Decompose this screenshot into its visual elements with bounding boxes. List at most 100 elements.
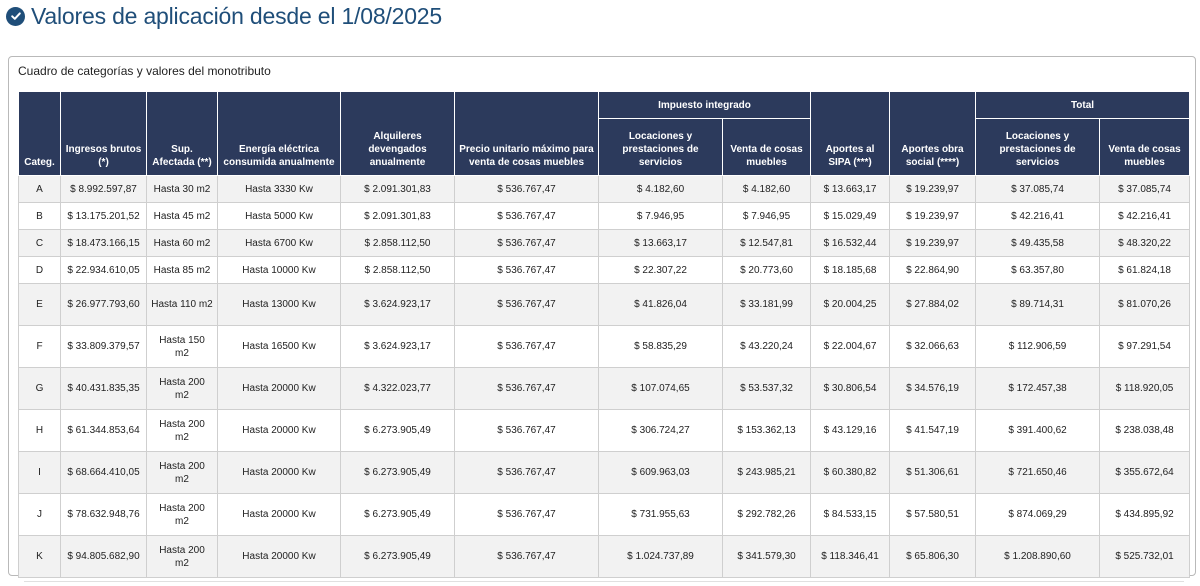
cell-energia: Hasta 5000 Kw: [217, 202, 341, 230]
cell-precio: $ 536.767,47: [454, 229, 599, 257]
cell-alquileres: $ 3.624.923,17: [340, 283, 455, 326]
page-title: Valores de aplicación desde el 1/08/2025: [31, 2, 442, 29]
cell-tot-venta: $ 61.824,18: [1099, 256, 1191, 284]
cell-obra-social: $ 57.580,51: [889, 493, 977, 536]
cell-sipa: $ 16.532,44: [810, 229, 891, 257]
cell-sipa: $ 43.129,16: [810, 409, 891, 452]
cell-categoria: J: [18, 493, 61, 536]
cell-precio: $ 536.767,47: [454, 493, 599, 536]
cell-tot-locaciones: $ 721.650,46: [975, 451, 1101, 494]
monotributo-table: Categ. Ingresos brutos (*) Sup. Afectada…: [18, 91, 1191, 578]
cell-precio: $ 536.767,47: [454, 202, 599, 230]
cell-alquileres: $ 4.322.023,77: [340, 367, 455, 410]
cell-obra-social: $ 27.884,02: [889, 283, 977, 326]
cell-energia: Hasta 20000 Kw: [217, 493, 341, 536]
table-row: D $ 22.934.610,05 Hasta 85 m2 Hasta 10000 K…: [18, 256, 1191, 284]
cell-alquileres: $ 2.091.301,83: [340, 202, 455, 230]
cell-imp-venta: $ 53.537,32: [721, 367, 812, 410]
cell-imp-locaciones: $ 7.946,95: [598, 202, 723, 230]
cell-energia: Hasta 20000 Kw: [217, 535, 341, 578]
cell-imp-venta: $ 292.782,26: [721, 493, 812, 536]
cell-alquileres: $ 6.273.905,49: [340, 451, 455, 494]
cell-categoria: D: [18, 256, 61, 284]
table-row: J $ 78.632.948,76 Hasta 200 m2 Hasta 20000 …: [18, 493, 1191, 536]
cell-imp-locaciones: $ 1.024.737,89: [598, 535, 723, 578]
cell-imp-venta: $ 20.773,60: [721, 256, 812, 284]
cell-superficie: Hasta 200 m2: [146, 535, 218, 578]
cell-tot-locaciones: $ 89.714,31: [975, 283, 1101, 326]
cell-obra-social: $ 51.306,61: [889, 451, 977, 494]
cell-sipa: $ 84.533,15: [810, 493, 891, 536]
cell-categoria: G: [18, 367, 61, 410]
cell-sipa: $ 60.380,82: [810, 451, 891, 494]
cell-imp-venta: $ 12.547,81: [721, 229, 812, 257]
cell-energia: Hasta 10000 Kw: [217, 256, 341, 284]
cell-precio: $ 536.767,47: [454, 367, 599, 410]
cell-sipa: $ 18.185,68: [810, 256, 891, 284]
cell-imp-venta: $ 243.985,21: [721, 451, 812, 494]
cell-energia: Hasta 16500 Kw: [217, 325, 341, 368]
cell-precio: $ 536.767,47: [454, 325, 599, 368]
cell-ingresos: $ 8.992.597,87: [60, 175, 147, 203]
table-row: B $ 13.175.201,52 Hasta 45 m2 Hasta 5000 Kw…: [18, 202, 1191, 230]
page-header: Valores de aplicación desde el 1/08/2025: [6, 0, 442, 32]
cell-precio: $ 536.767,47: [454, 535, 599, 578]
cell-imp-venta: $ 153.362,13: [721, 409, 812, 452]
cell-tot-venta: $ 434.895,92: [1099, 493, 1191, 536]
cell-superficie: Hasta 200 m2: [146, 367, 218, 410]
cell-imp-venta: $ 341.579,30: [721, 535, 812, 578]
cell-precio: $ 536.767,47: [454, 451, 599, 494]
cell-tot-locaciones: $ 874.069,29: [975, 493, 1101, 536]
table-body: A $ 8.992.597,87 Hasta 30 m2 Hasta 3330 Kw $…: [18, 175, 1191, 578]
cell-precio: $ 536.767,47: [454, 256, 599, 284]
cell-imp-locaciones: $ 107.074,65: [598, 367, 723, 410]
cell-sipa: $ 22.004,67: [810, 325, 891, 368]
header-imp-venta: Venta de cosas muebles: [721, 118, 812, 176]
cell-ingresos: $ 94.805.682,90: [60, 535, 147, 578]
cell-tot-venta: $ 525.732,01: [1099, 535, 1191, 578]
cell-superficie: Hasta 85 m2: [146, 256, 218, 284]
cell-tot-locaciones: $ 42.216,41: [975, 202, 1101, 230]
check-circle-icon: [6, 6, 25, 26]
monotributo-panel: Cuadro de categorías y valores del monot…: [8, 56, 1196, 578]
cell-energia: Hasta 20000 Kw: [217, 409, 341, 452]
cell-superficie: Hasta 200 m2: [146, 451, 218, 494]
cell-superficie: Hasta 30 m2: [146, 175, 218, 203]
cell-energia: Hasta 6700 Kw: [217, 229, 341, 257]
cell-energia: Hasta 20000 Kw: [217, 367, 341, 410]
cell-tot-venta: $ 42.216,41: [1099, 202, 1191, 230]
cell-obra-social: $ 19.239,97: [889, 229, 977, 257]
cell-tot-venta: $ 355.672,64: [1099, 451, 1191, 494]
table-row: F $ 33.809.379,57 Hasta 150 m2 Hasta 16500 …: [18, 325, 1191, 368]
cell-superficie: Hasta 200 m2: [146, 493, 218, 536]
header-superficie: Sup. Afectada (**): [146, 91, 218, 176]
cell-obra-social: $ 19.239,97: [889, 202, 977, 230]
cell-tot-locaciones: $ 1.208.890,60: [975, 535, 1101, 578]
cell-alquileres: $ 3.624.923,17: [340, 325, 455, 368]
cell-obra-social: $ 65.806,30: [889, 535, 977, 578]
cell-precio: $ 536.767,47: [454, 283, 599, 326]
cell-imp-venta: $ 7.946,95: [721, 202, 812, 230]
cell-imp-locaciones: $ 609.963,03: [598, 451, 723, 494]
cell-superficie: Hasta 200 m2: [146, 409, 218, 452]
header-sipa: Aportes al SIPA (***): [810, 91, 891, 176]
cell-imp-locaciones: $ 58.835,29: [598, 325, 723, 368]
cell-ingresos: $ 22.934.610,05: [60, 256, 147, 284]
table-row: E $ 26.977.793,60 Hasta 110 m2 Hasta 13000 …: [18, 283, 1191, 326]
cell-categoria: I: [18, 451, 61, 494]
cell-tot-locaciones: $ 172.457,38: [975, 367, 1101, 410]
cell-obra-social: $ 32.066,63: [889, 325, 977, 368]
cell-categoria: A: [18, 175, 61, 203]
cell-obra-social: $ 19.239,97: [889, 175, 977, 203]
cell-sipa: $ 20.004,25: [810, 283, 891, 326]
header-categoria: Categ.: [18, 91, 61, 176]
header-impuesto-integrado: Impuesto integrado: [597, 91, 812, 119]
cell-superficie: Hasta 60 m2: [146, 229, 218, 257]
cell-alquileres: $ 6.273.905,49: [340, 493, 455, 536]
cell-ingresos: $ 78.632.948,76: [60, 493, 147, 536]
cell-sipa: $ 15.029,49: [810, 202, 891, 230]
cell-imp-venta: $ 4.182,60: [721, 175, 812, 203]
cell-obra-social: $ 34.576,19: [889, 367, 977, 410]
table-row: K $ 94.805.682,90 Hasta 200 m2 Hasta 20000 …: [18, 535, 1191, 578]
divider: [24, 581, 1184, 582]
